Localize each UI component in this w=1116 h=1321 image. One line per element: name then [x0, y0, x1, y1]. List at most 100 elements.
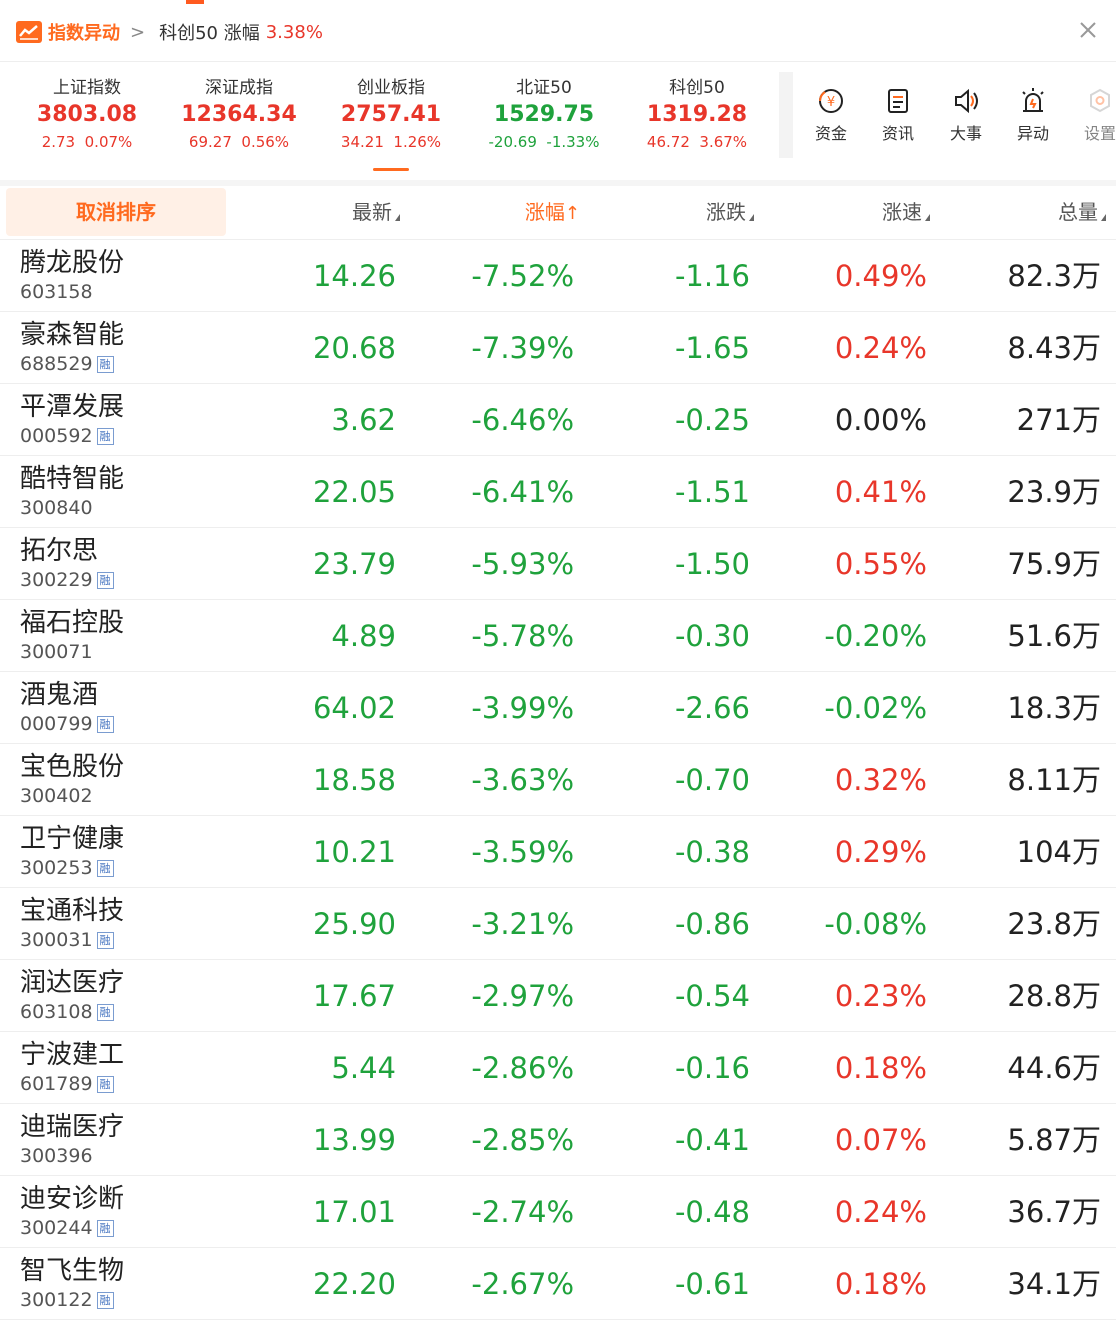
table-row[interactable]: 拓尔思 300229 融 23.79 -5.93% -1.50 0.55% 75.9万: [0, 528, 1116, 600]
table-row[interactable]: 豪森智能 688529 融 20.68 -7.39% -1.65 0.24% 8.43万: [0, 312, 1116, 384]
cell-price: 23.79: [312, 547, 396, 581]
table-row[interactable]: 酷特智能 300840 22.05 -6.41% -1.51 0.41% 23.9万: [0, 456, 1116, 528]
tool-news[interactable]: 资讯: [868, 84, 928, 144]
col-header-volume[interactable]: 总量: [1000, 196, 1106, 228]
cell-price: 17.67: [312, 979, 396, 1013]
settings-icon: [1070, 84, 1116, 118]
cell-price: 3.62: [331, 403, 396, 437]
index-value: 2757.41: [340, 102, 442, 127]
cancel-sort-button[interactable]: 取消排序: [6, 188, 226, 236]
cell-speed: 0.00%: [834, 403, 927, 437]
col-header-price[interactable]: 最新: [300, 196, 400, 228]
subtitle-pct: 3.38%: [265, 21, 323, 43]
cell-price: 10.21: [312, 835, 396, 869]
table-row[interactable]: 腾龙股份 603158 14.26 -7.52% -1.16 0.49% 82.3万: [0, 240, 1116, 312]
cell-price: 64.02: [312, 691, 396, 725]
cell-price: 14.26: [312, 259, 396, 293]
cell-pct: -7.52%: [471, 259, 574, 293]
cell-price: 25.90: [312, 907, 396, 941]
cell-pct: -3.21%: [471, 907, 574, 941]
table-row[interactable]: 平潭发展 000592 融 3.62 -6.46% -0.25 0.00% 271万: [0, 384, 1116, 456]
margin-badge: 融: [96, 1075, 114, 1093]
stock-code: 000799 融: [20, 712, 114, 736]
breadcrumb[interactable]: 指数异动 > 科创50 涨幅 3.38%: [16, 18, 323, 46]
cell-pct: -2.86%: [471, 1051, 574, 1085]
table-row[interactable]: 酒鬼酒 000799 融 64.02 -3.99% -2.66 -0.02% 18.3万: [0, 672, 1116, 744]
cell-change: -0.70: [674, 763, 750, 797]
cell-speed: -0.20%: [824, 619, 927, 653]
cell-pct: -3.63%: [471, 763, 574, 797]
cell-speed: 0.07%: [834, 1123, 927, 1157]
table-row[interactable]: 宝通科技 300031 融 25.90 -3.21% -0.86 -0.08% 23.8万: [0, 888, 1116, 960]
cell-speed: -0.02%: [824, 691, 927, 725]
cell-volume: 104万: [1016, 835, 1101, 869]
stock-code-text: 300840: [20, 497, 93, 519]
tool-alarm[interactable]: 异动: [1003, 84, 1063, 144]
stock-code-text: 300402: [20, 785, 93, 807]
stock-name: 腾龙股份: [20, 248, 125, 278]
stock-code-text: 603108: [20, 1001, 93, 1023]
table-row[interactable]: 迪瑞医疗 300396 13.99 -2.85% -0.41 0.07% 5.87万: [0, 1104, 1116, 1176]
tool-label: 异动: [1016, 124, 1049, 143]
table-row[interactable]: 福石控股 300071 4.89 -5.78% -0.30 -0.20% 51.6万: [0, 600, 1116, 672]
table-row[interactable]: 迪安诊断 300244 融 17.01 -2.74% -0.48 0.24% 36.7万: [0, 1176, 1116, 1248]
table-row[interactable]: 卫宁健康 300253 融 10.21 -3.59% -0.38 0.29% 104万: [0, 816, 1116, 888]
index-item[interactable]: 创业板指 2757.41 34.21 1.26%: [316, 76, 466, 154]
stock-code: 300840: [20, 496, 93, 520]
stock-code-text: 000592: [20, 425, 93, 447]
cell-price: 13.99: [312, 1123, 396, 1157]
cell-change: -2.66: [674, 691, 750, 725]
stock-code-text: 603158: [20, 281, 93, 303]
col-header-pct[interactable]: 涨幅↑: [524, 200, 580, 224]
index-value: 3803.08: [36, 102, 138, 127]
cell-change: -0.41: [674, 1123, 750, 1157]
cell-pct: -3.59%: [471, 835, 574, 869]
margin-badge: 融: [96, 931, 114, 949]
cell-speed: 0.29%: [834, 835, 927, 869]
index-item[interactable]: 科创50 1319.28 46.72 3.67%: [622, 76, 772, 154]
stock-code: 000592 融: [20, 424, 114, 448]
stock-code-text: 300122: [20, 1289, 93, 1311]
col-header-speed[interactable]: 涨速: [826, 196, 930, 228]
table-row[interactable]: 润达医疗 603108 融 17.67 -2.97% -0.54 0.23% 28.8万: [0, 960, 1116, 1032]
stock-name: 宁波建工: [20, 1040, 125, 1070]
stock-code-text: 300031: [20, 929, 93, 951]
cell-change: -0.30: [674, 619, 750, 653]
cell-price: 4.89: [331, 619, 396, 653]
index-item[interactable]: 北证50 1529.75 -20.69 -1.33%: [469, 76, 619, 154]
stock-name: 福石控股: [20, 608, 125, 638]
cell-volume: 5.87万: [1007, 1123, 1101, 1157]
cell-price: 22.05: [312, 475, 396, 509]
index-item[interactable]: 上证指数 3803.08 2.73 0.07%: [12, 76, 162, 154]
stock-name: 宝通科技: [20, 896, 125, 926]
stock-name: 平潭发展: [20, 392, 125, 422]
stock-name: 智飞生物: [20, 1256, 125, 1286]
tool-fund[interactable]: ¥ 资金: [801, 84, 861, 144]
index-name: 科创50: [669, 78, 725, 98]
cell-volume: 75.9万: [1007, 547, 1101, 581]
cell-change: -1.50: [674, 547, 750, 581]
cell-pct: -3.99%: [471, 691, 574, 725]
cell-pct: -6.41%: [471, 475, 574, 509]
stock-code-text: 000799: [20, 713, 93, 735]
top-scroll-indicator: [186, 0, 204, 4]
tool-label: 设置: [1083, 124, 1116, 143]
col-header-change[interactable]: 涨跌: [650, 196, 754, 228]
table-row[interactable]: 宝色股份 300402 18.58 -3.63% -0.70 0.32% 8.11万: [0, 744, 1116, 816]
stock-code-text: 300244: [20, 1217, 93, 1239]
cell-price: 17.01: [312, 1195, 396, 1229]
sort-triangle-icon: [925, 214, 930, 221]
tool-settings[interactable]: 设置: [1070, 84, 1116, 144]
table-row[interactable]: 宁波建工 601789 融 5.44 -2.86% -0.16 0.18% 44.6万: [0, 1032, 1116, 1104]
index-change: 2.73 0.07%: [41, 133, 133, 151]
index-item[interactable]: 深证成指 12364.34 69.27 0.56%: [164, 76, 314, 154]
cell-speed: 0.23%: [834, 979, 927, 1013]
stock-code: 603108 融: [20, 1000, 114, 1024]
section-gap: [0, 180, 1116, 186]
stock-name: 迪瑞医疗: [20, 1112, 125, 1142]
table-row[interactable]: 智飞生物 300122 融 22.20 -2.67% -0.61 0.18% 34.1万: [0, 1248, 1116, 1320]
close-icon[interactable]: [1076, 18, 1100, 42]
tool-speaker[interactable]: 大事: [936, 84, 996, 144]
cell-volume: 23.8万: [1007, 907, 1101, 941]
cell-volume: 44.6万: [1007, 1051, 1101, 1085]
